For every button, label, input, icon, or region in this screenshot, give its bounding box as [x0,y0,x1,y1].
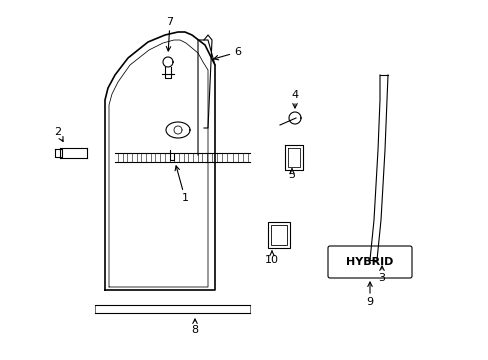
Text: 4: 4 [291,90,298,100]
FancyBboxPatch shape [327,246,411,278]
Text: 6: 6 [234,47,241,57]
Text: 7: 7 [166,17,173,27]
Text: HYBRID: HYBRID [346,257,393,267]
Text: 1: 1 [181,193,188,203]
Bar [270,225,286,245]
Bar [267,222,289,248]
Text: 5: 5 [288,170,295,180]
Text: 9: 9 [366,297,373,307]
Text: 8: 8 [191,325,198,335]
Text: 3: 3 [378,273,385,283]
Text: 2: 2 [54,127,61,137]
Text: 10: 10 [264,255,279,265]
